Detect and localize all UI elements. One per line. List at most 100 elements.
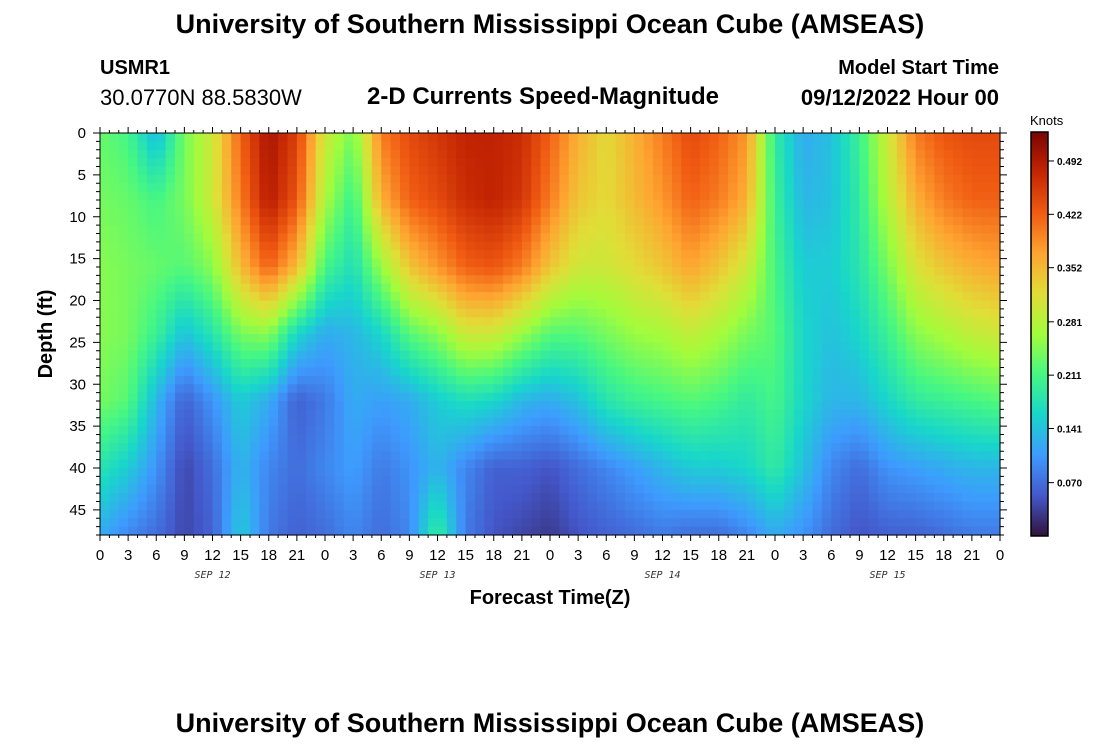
heatmap-cell	[550, 317, 560, 327]
heatmap-cell	[512, 434, 523, 444]
heatmap-cell	[409, 158, 420, 168]
heatmap-cell	[296, 149, 307, 159]
heatmap-cell	[878, 325, 889, 335]
x-tick-label: 21	[289, 547, 306, 564]
heatmap-cell	[700, 149, 710, 159]
heatmap-cell	[653, 434, 664, 444]
heatmap-cell	[503, 225, 514, 235]
heatmap-cell	[353, 384, 364, 394]
heatmap-cell	[700, 258, 710, 268]
heatmap-cell	[653, 141, 664, 151]
heatmap-cell	[587, 174, 598, 184]
heatmap-cell	[653, 317, 664, 327]
heatmap-cell	[859, 133, 870, 142]
heatmap-cell	[100, 442, 110, 452]
heatmap-cell	[531, 459, 542, 469]
heatmap-cell	[812, 367, 823, 377]
heatmap-cell	[325, 401, 335, 410]
heatmap-cell	[596, 267, 607, 276]
heatmap-cell	[981, 342, 992, 352]
heatmap-cell	[371, 250, 382, 260]
heatmap-cell	[418, 375, 429, 385]
heatmap-cell	[934, 359, 945, 369]
heatmap-cell	[803, 434, 814, 444]
heatmap-cell	[428, 141, 439, 151]
heatmap-cell	[381, 216, 392, 226]
heatmap-cell	[400, 459, 410, 469]
heatmap-cell	[812, 468, 823, 477]
heatmap-cell	[671, 367, 682, 377]
heatmap-cell	[765, 342, 776, 352]
heatmap-cell	[100, 392, 110, 402]
heatmap-cell	[840, 174, 851, 184]
heatmap-cell	[709, 526, 720, 536]
heatmap-cell	[962, 292, 973, 302]
heatmap-cell	[737, 191, 748, 201]
heatmap-cell	[887, 342, 898, 352]
heatmap-cell	[540, 434, 551, 444]
heatmap-cell	[540, 367, 551, 377]
heatmap-cell	[868, 526, 879, 536]
heatmap-cell	[521, 292, 532, 302]
heatmap-cell	[203, 241, 214, 251]
heatmap-cell	[465, 225, 476, 235]
heatmap-cell	[381, 241, 392, 251]
heatmap-cell	[343, 191, 354, 201]
heatmap-cell	[596, 350, 607, 360]
heatmap-cell	[690, 225, 701, 235]
heatmap-cell	[409, 493, 420, 503]
heatmap-cell	[990, 250, 1001, 260]
heatmap-cell	[878, 342, 889, 352]
heatmap-cell	[390, 267, 401, 276]
heatmap-cell	[521, 501, 532, 511]
heatmap-cell	[343, 509, 354, 519]
heatmap-cell	[371, 200, 382, 209]
heatmap-cell	[634, 334, 645, 343]
heatmap-cell	[568, 384, 579, 394]
heatmap-cell	[568, 308, 579, 318]
heatmap-cell	[250, 141, 260, 151]
heatmap-cell	[287, 417, 298, 427]
heatmap-cell	[700, 191, 710, 201]
heatmap-cell	[896, 275, 907, 285]
heatmap-cell	[953, 509, 964, 519]
heatmap-cell	[193, 174, 204, 184]
heatmap-cell	[671, 501, 682, 511]
heatmap-cell	[381, 501, 392, 511]
heatmap-cell	[821, 174, 832, 184]
heatmap-cell	[700, 183, 710, 193]
heatmap-cell	[559, 401, 570, 410]
heatmap-cell	[165, 451, 176, 461]
heatmap-cell	[353, 267, 364, 276]
heatmap-cell	[887, 468, 898, 477]
heatmap-cell	[765, 191, 776, 201]
heatmap-cell	[325, 317, 335, 327]
heatmap-cell	[371, 158, 382, 168]
heatmap-cell	[934, 526, 945, 536]
heatmap-cell	[212, 459, 223, 469]
heatmap-cell	[268, 149, 279, 159]
heatmap-cell	[381, 442, 392, 452]
heatmap-cell	[250, 308, 260, 318]
heatmap-cell	[343, 300, 354, 310]
heatmap-cell	[184, 191, 195, 201]
heatmap-cell	[634, 241, 645, 251]
heatmap-cell	[700, 468, 710, 477]
heatmap-cell	[259, 476, 270, 486]
heatmap-cell	[831, 216, 842, 226]
heatmap-cell	[371, 493, 382, 503]
heatmap-cell	[690, 459, 701, 469]
heatmap-cell	[165, 476, 176, 486]
heatmap-cell	[156, 250, 167, 260]
heatmap-cell	[428, 367, 439, 377]
heatmap-cell	[643, 317, 654, 327]
heatmap-cell	[278, 442, 289, 452]
heatmap-cell	[531, 225, 542, 235]
heatmap-cell	[868, 426, 879, 436]
heatmap-cell	[915, 426, 926, 436]
heatmap-cell	[531, 426, 542, 436]
heatmap-cell	[165, 183, 176, 193]
heatmap-cell	[971, 484, 982, 494]
heatmap-cell	[625, 308, 635, 318]
heatmap-cell	[484, 350, 495, 360]
